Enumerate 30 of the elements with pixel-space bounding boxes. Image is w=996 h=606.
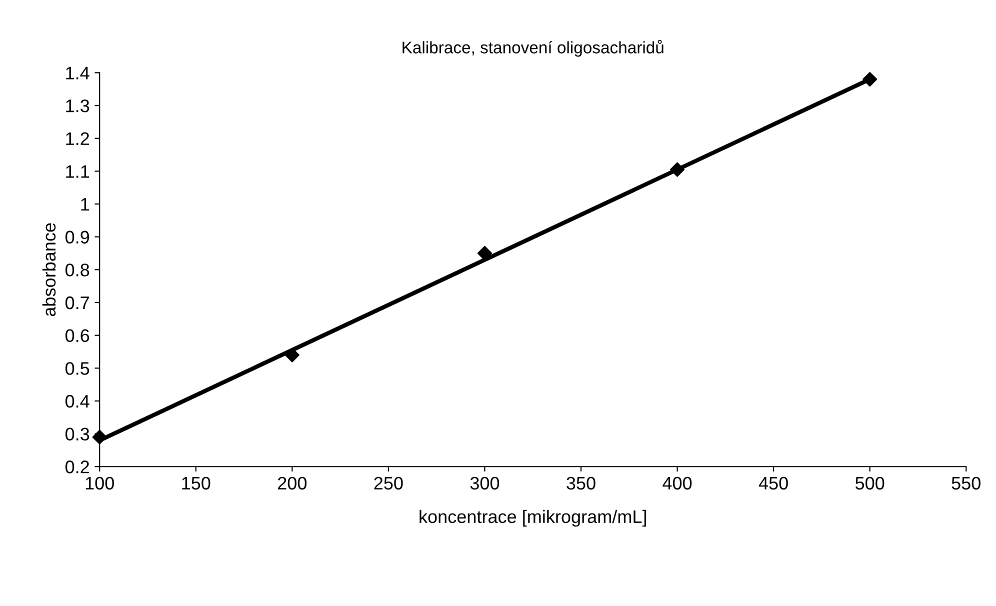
y-tick-label: 1.4: [66, 66, 90, 80]
x-tick-label: 250: [374, 476, 403, 490]
x-tick-label: 150: [182, 476, 210, 490]
y-tick-label: 0.7: [65, 296, 89, 310]
x-tick-label: 550: [952, 476, 980, 490]
y-tick-label: 1.1: [66, 165, 89, 178]
y-tick-label: 1.3: [66, 99, 90, 112]
point: [670, 162, 685, 177]
x-tick-label: 450: [758, 476, 788, 490]
point: [92, 430, 107, 444]
x-tick-label: 350: [566, 476, 596, 490]
y-tick-label: 1: [81, 198, 89, 211]
y-tick-label: 0.6: [65, 329, 90, 342]
chart-title: Kalibrace, stanovení oligosacharidů: [402, 40, 664, 57]
point: [284, 348, 300, 362]
y-tick-label: 0.2: [65, 460, 89, 474]
x-tick-label: 300: [470, 476, 500, 490]
point: [862, 72, 878, 87]
x-tick-label: 400: [662, 476, 692, 490]
y-tick-label: 0.8: [65, 264, 90, 276]
y-tick-label: 0.4: [65, 394, 90, 408]
x-tick-label: 200: [278, 476, 307, 490]
y-axis-title: absorbance: [42, 223, 56, 316]
y-tick-label: 0.3: [65, 428, 90, 441]
y-tick-label: 0.9: [65, 230, 90, 244]
x-tick-label: 100: [86, 476, 114, 490]
x-tick-label: 500: [856, 476, 884, 490]
y-tick-label: 1.2: [66, 132, 89, 145]
x-axis-title: koncentrace [mikrogram/mL]: [420, 510, 646, 527]
y-tick-label: 0.5: [65, 362, 90, 375]
